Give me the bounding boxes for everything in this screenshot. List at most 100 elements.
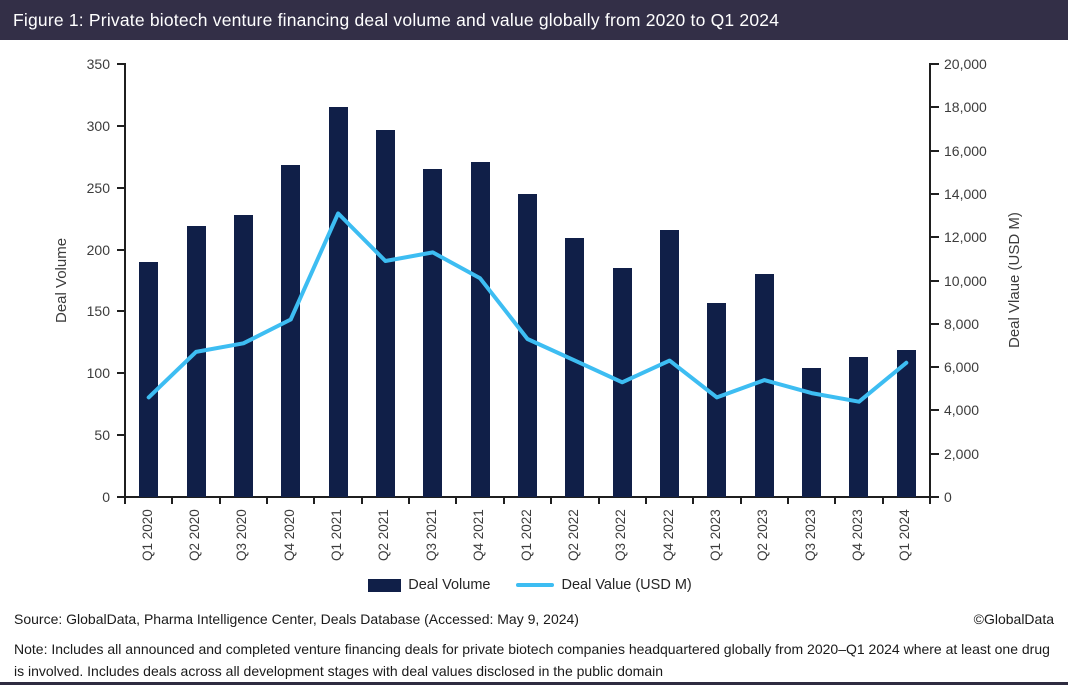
- bar-q3-2020: [233, 214, 253, 497]
- bar-q1-2022: [518, 193, 537, 497]
- x-tick-label: Q1 2023: [707, 509, 723, 561]
- x-tick-label: Q1 2020: [139, 509, 155, 561]
- bar-q1-2024: [896, 349, 916, 497]
- x-tick-label: Q2 2020: [187, 509, 203, 561]
- left-axis-tick: [117, 372, 125, 375]
- bar-q2-2022: [565, 238, 585, 497]
- x-tick-label: Q3 2023: [802, 509, 818, 561]
- x-axis-tick: [739, 496, 742, 504]
- right-axis-tick-label: 4,000: [944, 402, 980, 419]
- right-axis-tick-label: 16,000: [944, 142, 987, 159]
- bar-q2-2021: [375, 129, 395, 497]
- x-axis-tick: [360, 496, 363, 504]
- x-axis-tick: [834, 496, 837, 504]
- x-tick-label: Q3 2021: [423, 509, 439, 561]
- x-tick-label: Q3 2020: [234, 509, 250, 561]
- right-axis-line: [929, 63, 931, 498]
- x-axis-tick: [124, 496, 126, 504]
- bar-q4-2023: [849, 357, 869, 497]
- x-axis-tick: [408, 496, 411, 504]
- deal-value-polyline: [146, 211, 909, 404]
- deal-volume-swatch-icon: [368, 578, 402, 592]
- right-axis-tick-label: 2,000: [944, 445, 980, 462]
- x-axis-tick: [550, 496, 553, 504]
- legend-item-deal-volume: Deal Volume: [368, 577, 490, 593]
- x-tick-label: Q4 2021: [471, 509, 487, 561]
- right-axis-tick: [931, 192, 939, 195]
- x-tick-label: Q4 2022: [660, 509, 676, 561]
- figure-title: Figure 1: Private biotech venture financ…: [13, 9, 780, 30]
- figure-title-bar: Figure 1: Private biotech venture financ…: [0, 0, 1068, 40]
- right-axis-tick: [931, 322, 939, 325]
- right-axis-tick-label: 0: [944, 489, 952, 505]
- copyright-text: ©GlobalData: [973, 611, 1054, 627]
- bar-q4-2020: [281, 165, 301, 497]
- deal-value-line: [146, 211, 909, 404]
- x-tick-label: Q2 2022: [565, 509, 581, 561]
- right-axis-tick-label: 6,000: [944, 359, 980, 376]
- bar-q2-2020: [186, 226, 206, 497]
- x-tick-label: Q2 2021: [376, 509, 392, 561]
- bar-q2-2023: [754, 274, 774, 497]
- x-tick-label: Q4 2023: [849, 509, 865, 561]
- left-axis-tick-label: 350: [86, 56, 110, 72]
- right-axis-tick: [931, 409, 939, 412]
- bar-q1-2021: [328, 107, 348, 497]
- x-axis-tick: [313, 496, 316, 504]
- x-axis-tick: [171, 496, 174, 504]
- right-axis-tick-label: 20,000: [944, 56, 987, 72]
- left-axis-tick-label: 0: [102, 489, 110, 505]
- legend-deal-value-label: Deal Value (USD M): [561, 577, 692, 593]
- bar-q4-2022: [660, 229, 680, 497]
- x-axis-tick: [929, 496, 931, 504]
- left-axis-tick: [117, 434, 125, 437]
- left-axis-tick-label: 250: [86, 179, 110, 196]
- left-axis-line: [124, 63, 126, 498]
- right-axis-title: Deal Vlaue (USD M): [1006, 212, 1023, 348]
- x-tick-label: Q4 2020: [281, 509, 297, 561]
- right-axis-tick: [931, 63, 939, 65]
- bar-q3-2023: [802, 368, 822, 497]
- right-axis-tick: [931, 366, 939, 369]
- right-axis-tick: [931, 452, 939, 455]
- right-axis-tick-label: 8,000: [944, 315, 980, 332]
- x-axis-tick: [597, 496, 600, 504]
- x-axis-tick: [786, 496, 789, 504]
- deal-value-line-swatch-icon: [516, 583, 555, 587]
- right-axis-tick-label: 14,000: [944, 185, 987, 202]
- x-axis-tick: [881, 496, 884, 504]
- left-axis-tick-label: 50: [94, 427, 110, 444]
- left-axis-tick: [117, 186, 125, 189]
- x-axis-tick: [502, 496, 505, 504]
- right-axis-tick: [931, 279, 939, 282]
- left-axis-title: Deal Volume: [53, 237, 70, 323]
- x-tick-label: Q1 2024: [897, 509, 913, 561]
- bar-q1-2023: [707, 302, 727, 497]
- x-tick-label: Q1 2022: [518, 509, 534, 561]
- chart-legend: Deal Volume Deal Value (USD M): [280, 574, 780, 596]
- right-axis-tick: [931, 496, 939, 498]
- bottom-border: [0, 682, 1068, 685]
- x-axis-tick: [455, 496, 458, 504]
- x-axis-tick: [692, 496, 695, 504]
- left-axis-tick-label: 150: [86, 303, 110, 320]
- left-axis-tick: [117, 496, 125, 498]
- source-text: Source: GlobalData, Pharma Intelligence …: [14, 611, 579, 627]
- bottom-axis-line: [124, 496, 931, 498]
- left-axis-tick-label: 100: [86, 365, 110, 382]
- x-axis-tick: [218, 496, 221, 504]
- note-text: Note: Includes all announced and complet…: [14, 641, 1050, 679]
- left-axis-tick: [117, 310, 125, 313]
- bar-q1-2020: [139, 261, 159, 497]
- right-axis-tick: [931, 236, 939, 239]
- left-axis-tick: [117, 124, 125, 127]
- legend-deal-volume-label: Deal Volume: [408, 577, 491, 593]
- bar-q3-2021: [423, 169, 443, 497]
- right-axis-tick-label: 12,000: [944, 229, 987, 246]
- x-tick-label: Q3 2022: [613, 509, 629, 561]
- x-axis-tick: [644, 496, 647, 504]
- legend-item-deal-value: Deal Value (USD M): [516, 577, 692, 593]
- x-tick-label: Q1 2021: [329, 509, 345, 561]
- left-axis-tick: [117, 248, 125, 251]
